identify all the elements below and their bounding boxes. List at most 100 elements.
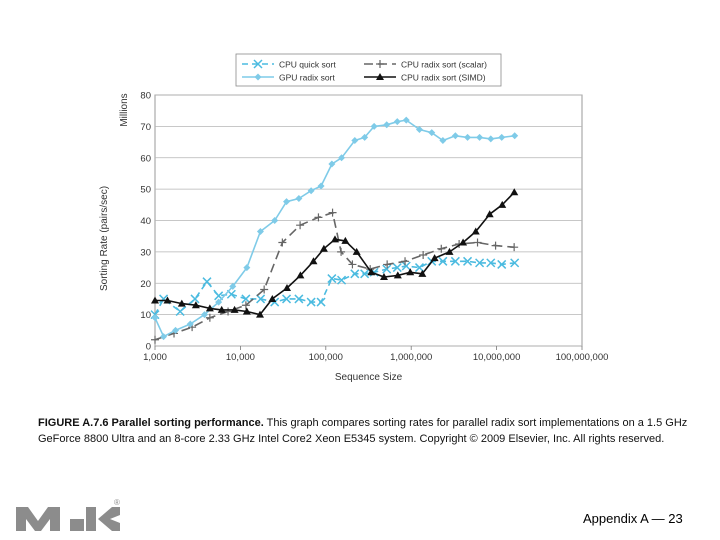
data-point-cpu-quick-sort <box>360 269 370 279</box>
data-point-cpu-radix-sort-simd <box>330 235 339 243</box>
legend-swatch-marker-gpu-radix-sort <box>254 73 262 81</box>
data-point-cpu-quick-sort <box>392 263 402 273</box>
data-point-cpu-radix-sort-simd <box>418 269 427 277</box>
data-point-cpu-radix-sort-scalar <box>419 251 428 260</box>
mk-logo-icon <box>16 507 120 531</box>
data-point-cpu-quick-sort <box>202 277 212 287</box>
data-point-cpu-radix-sort-simd <box>498 200 507 208</box>
data-point-cpu-quick-sort <box>510 258 520 268</box>
data-point-cpu-radix-sort-simd <box>445 247 454 255</box>
data-point-gpu-radix-sort <box>351 136 359 144</box>
legend: CPU quick sort CPU radix sort (scalar) GPU… <box>235 53 502 87</box>
x-tick-label: 100,000 <box>309 352 343 363</box>
data-point-cpu-quick-sort <box>241 294 251 304</box>
data-point-cpu-quick-sort <box>450 256 460 266</box>
logo-mark-text: MK <box>14 495 16 496</box>
x-tick-label: 1,000 <box>143 352 167 363</box>
data-point-gpu-radix-sort <box>307 187 315 195</box>
data-point-cpu-radix-sort-simd <box>319 244 328 252</box>
data-point-cpu-quick-sort <box>327 274 337 284</box>
data-point-cpu-radix-sort-simd <box>296 271 305 279</box>
data-point-cpu-radix-sort-simd <box>379 272 388 280</box>
data-point-cpu-quick-sort <box>497 259 507 269</box>
y-tick-label: 30 <box>140 247 151 258</box>
data-point-gpu-radix-sort <box>361 133 369 141</box>
data-point-cpu-radix-sort-simd <box>471 227 480 235</box>
legend-label-cpu-quick-sort: CPU quick sort <box>279 60 336 70</box>
data-point-gpu-radix-sort <box>243 264 251 272</box>
data-point-cpu-radix-sort-simd <box>485 210 494 218</box>
data-point-cpu-quick-sort <box>337 275 347 285</box>
y-tick-label: 0 <box>146 342 151 353</box>
legend-swatch-marker-cpu-radix-sort-simd <box>376 73 384 80</box>
data-point-cpu-quick-sort <box>256 294 266 304</box>
data-point-cpu-quick-sort <box>475 258 485 268</box>
data-point-gpu-radix-sort <box>383 121 391 129</box>
y-tick-label: 50 <box>140 185 151 196</box>
data-point-gpu-radix-sort <box>295 195 303 203</box>
x-tick-label: 1,000,000 <box>390 352 432 363</box>
data-point-cpu-radix-sort-simd <box>191 301 200 309</box>
data-point-cpu-quick-sort <box>486 258 496 268</box>
y-tick-label: 10 <box>140 310 151 321</box>
data-point-cpu-radix-sort-scalar <box>337 247 346 256</box>
data-point-cpu-radix-sort-simd <box>256 310 265 318</box>
data-point-gpu-radix-sort <box>338 154 346 162</box>
data-point-cpu-radix-sort-scalar <box>328 208 337 217</box>
data-point-cpu-quick-sort <box>175 306 185 317</box>
data-point-gpu-radix-sort <box>160 333 168 341</box>
data-point-cpu-radix-sort-scalar <box>314 213 323 222</box>
data-point-cpu-radix-sort-scalar <box>278 238 287 247</box>
data-point-cpu-radix-sort-simd <box>230 305 239 313</box>
x-tick-label: 10,000 <box>226 352 255 363</box>
data-point-cpu-radix-sort-simd <box>430 254 439 262</box>
data-point-cpu-radix-sort-simd <box>283 283 292 291</box>
data-point-gpu-radix-sort <box>186 320 194 328</box>
data-point-cpu-radix-sort-simd <box>242 307 251 315</box>
caption-title: FIGURE A.7.6 Parallel sorting performanc… <box>38 417 264 429</box>
data-point-cpu-quick-sort <box>350 269 360 279</box>
legend-frame <box>235 53 502 87</box>
data-point-cpu-quick-sort <box>382 264 392 274</box>
sorting-performance-chart: 0 10 20 30 40 50 60 70 80 1,000 10,000 100,000 1,000… <box>99 53 609 383</box>
data-point-cpu-quick-sort <box>306 297 316 307</box>
data-point-gpu-radix-sort <box>370 122 378 130</box>
x-tick-label: 10,000,000 <box>473 352 521 363</box>
data-point-gpu-radix-sort <box>415 126 423 134</box>
data-point-cpu-radix-sort-simd <box>459 238 468 246</box>
data-point-gpu-radix-sort <box>151 314 159 322</box>
data-point-cpu-radix-sort-simd <box>352 247 361 255</box>
data-point-gpu-radix-sort <box>172 326 180 334</box>
data-point-cpu-radix-sort-scalar <box>437 244 446 253</box>
data-point-gpu-radix-sort <box>464 133 472 141</box>
data-point-cpu-radix-sort-simd <box>163 296 172 304</box>
data-point-gpu-radix-sort <box>271 217 279 224</box>
y-tick-label: 80 <box>140 91 151 102</box>
data-point-gpu-radix-sort <box>328 160 336 168</box>
mk-logo: MK ® <box>14 495 120 531</box>
data-point-cpu-radix-sort-scalar <box>510 243 519 252</box>
data-point-cpu-radix-sort-scalar <box>348 260 357 269</box>
figure-caption: FIGURE A.7.6 Parallel sorting performanc… <box>38 415 688 447</box>
data-point-cpu-radix-sort-scalar <box>473 238 482 247</box>
x-axis-title: Sequence Size <box>335 372 403 383</box>
caption-body: This graph compares sorting rates for pa… <box>38 417 688 445</box>
data-point-cpu-radix-sort-simd <box>393 271 402 279</box>
x-tick-label: 100,000,000 <box>556 352 609 363</box>
data-point-gpu-radix-sort <box>229 282 237 290</box>
data-point-cpu-quick-sort <box>294 294 304 304</box>
y-tick-label: 40 <box>140 216 151 227</box>
page-footer-label: Appendix A — 23 <box>583 511 683 526</box>
registered-mark: ® <box>114 498 120 507</box>
series-gpu-radix-sort <box>151 116 519 341</box>
legend-label-cpu-radix-sort-scalar: CPU radix sort (scalar) <box>401 60 487 70</box>
data-point-cpu-quick-sort <box>316 297 326 307</box>
data-point-cpu-radix-sort-simd <box>406 268 415 276</box>
data-point-cpu-quick-sort <box>438 256 448 266</box>
data-point-gpu-radix-sort <box>511 132 519 140</box>
y-tick-label: 60 <box>140 153 151 164</box>
data-point-cpu-radix-sort-scalar <box>260 285 269 294</box>
data-point-cpu-radix-sort-simd <box>510 188 519 196</box>
data-point-gpu-radix-sort <box>283 198 291 206</box>
data-point-cpu-radix-sort-scalar <box>205 313 214 322</box>
